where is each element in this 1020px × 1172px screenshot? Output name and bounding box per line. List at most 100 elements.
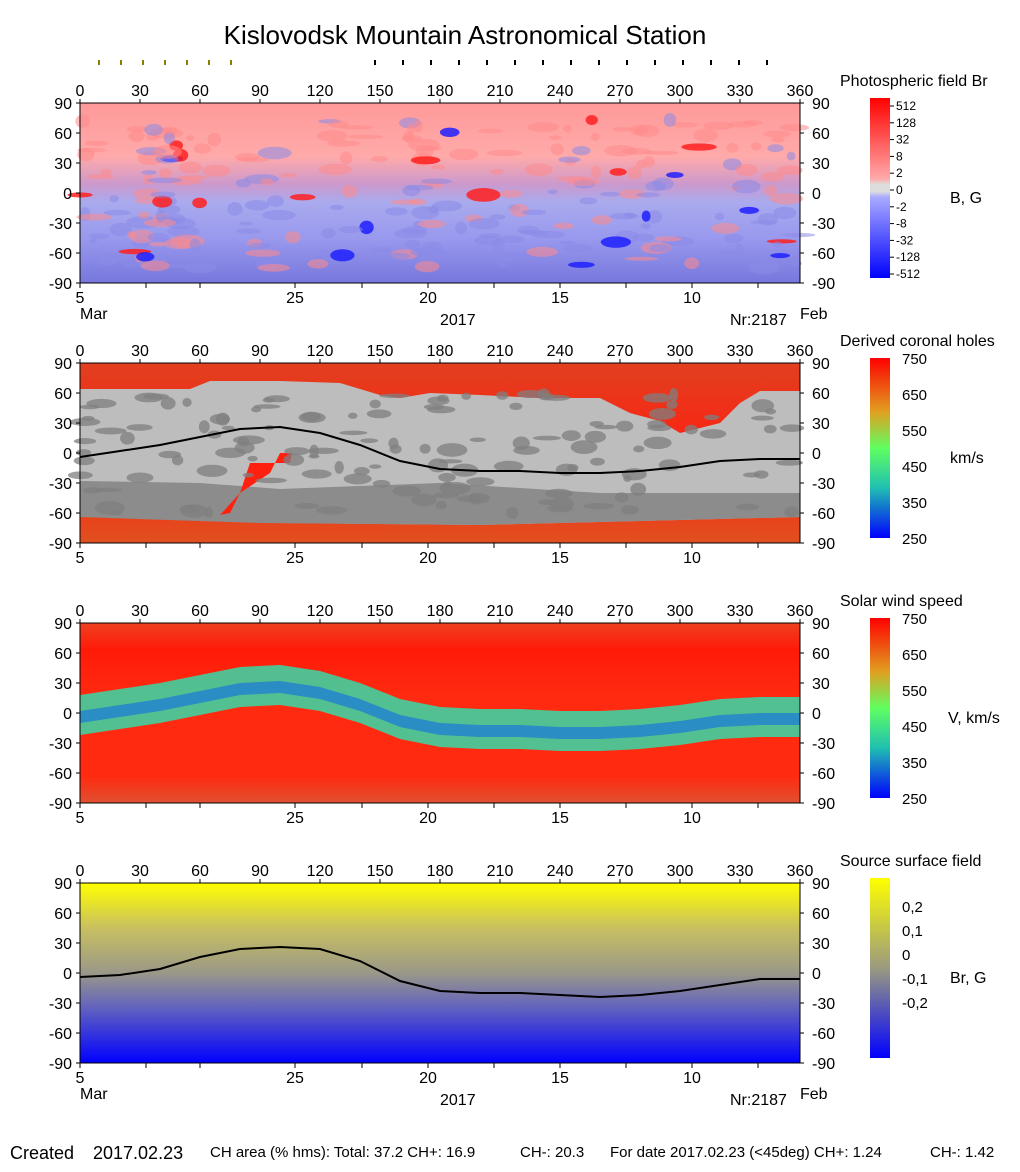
field-patch	[84, 140, 109, 146]
for-date-ch-minus-text: CH-: 1.42	[930, 1144, 995, 1161]
field-patch	[146, 177, 183, 184]
longitude-tick-label: 240	[547, 863, 574, 880]
longitude-tick-label: 240	[547, 603, 574, 620]
unit-label: km/s	[950, 450, 984, 467]
field-patch	[147, 232, 170, 242]
unit-label: V, km/s	[948, 710, 1000, 727]
hole-patch	[461, 392, 471, 400]
colorbar-tick-label: 512	[896, 99, 916, 113]
field-patch	[439, 127, 460, 137]
field-patch	[153, 145, 182, 159]
longitude-tick-label: 60	[191, 603, 209, 620]
field-patch	[415, 145, 434, 157]
field-patch	[499, 189, 523, 198]
colorbar-tick-label: 350	[902, 495, 927, 512]
field-patch	[127, 231, 136, 239]
colorbar-tick-label: 32	[896, 133, 910, 147]
hole-patch	[764, 408, 777, 415]
colorbar-tick-label: -128	[896, 250, 920, 264]
ruler-tick	[186, 60, 188, 65]
colorbar-tick-label: 0,1	[902, 923, 923, 940]
hole-patch	[623, 474, 632, 482]
hole-patch	[180, 504, 208, 518]
field-patch	[711, 222, 740, 234]
field-patch	[97, 254, 129, 263]
hole-patch	[251, 406, 262, 413]
hole-patch	[699, 429, 727, 439]
latitude-tick-label-left: 30	[54, 936, 72, 953]
field-patch	[77, 147, 107, 153]
colorbar-tick-label: 750	[902, 351, 927, 368]
colorbar-tick-label: 650	[902, 647, 927, 664]
field-patch	[510, 203, 529, 217]
longitude-tick-label: 300	[667, 83, 694, 100]
field-patch	[338, 225, 363, 234]
field-patch	[161, 126, 179, 135]
field-patch	[477, 128, 504, 134]
field-patch	[248, 242, 272, 249]
field-patch	[166, 225, 200, 238]
field-patch	[88, 233, 110, 239]
colorbar-tick-label: 8	[896, 149, 903, 163]
ruler-tick	[164, 60, 166, 65]
longitude-tick-label: 180	[427, 863, 454, 880]
field-patch	[468, 217, 500, 230]
field-patch	[327, 140, 361, 147]
field-patch	[75, 114, 91, 128]
hole-patch	[221, 425, 235, 431]
field-patch	[562, 243, 593, 253]
hole-patch	[509, 402, 523, 411]
date-tick-label: 15	[551, 550, 569, 567]
ruler-tick	[374, 60, 376, 65]
field-patch	[489, 214, 506, 220]
ruler-tick	[626, 60, 628, 65]
field-patch	[417, 249, 432, 262]
hole-patch	[642, 393, 672, 403]
hole-patch	[411, 493, 437, 507]
neutral-line	[79, 425, 800, 474]
latitude-tick-label-left: -60	[49, 246, 72, 263]
latitude-tick-label-right: 90	[812, 96, 830, 113]
field-patch	[128, 130, 145, 143]
hole-patch	[633, 445, 645, 453]
hole-patch	[436, 443, 468, 457]
latitude-tick-label-left: 90	[54, 876, 72, 893]
longitude-tick-label: 150	[367, 343, 394, 360]
field-patch	[609, 213, 640, 220]
hole-patch	[493, 460, 524, 472]
longitude-tick-label: 240	[547, 83, 574, 100]
field-patch	[420, 178, 453, 185]
hole-patch	[647, 419, 667, 429]
field-patch	[766, 239, 797, 244]
hole-patch	[82, 487, 103, 494]
longitude-tick-label: 180	[427, 83, 454, 100]
longitude-tick-label: 210	[487, 863, 514, 880]
colorbar-tick-label: 250	[902, 791, 927, 808]
field-patch	[192, 197, 208, 209]
longitude-tick-label: 330	[727, 603, 754, 620]
field-patch	[202, 164, 231, 177]
hole-patch	[621, 505, 639, 515]
field-patch	[684, 257, 700, 270]
field-patch	[149, 241, 166, 247]
latitude-tick-label-left: 30	[54, 156, 72, 173]
field-patch	[550, 143, 564, 156]
hole-patch	[616, 420, 634, 432]
field-patch	[134, 197, 158, 205]
ruler-tick	[142, 60, 144, 65]
field-patch	[731, 179, 761, 194]
latitude-tick-label-right: 30	[812, 676, 830, 693]
field-patch	[663, 113, 677, 127]
field-patch	[621, 148, 652, 155]
field-patch	[600, 191, 621, 197]
longitude-tick-label: 270	[607, 863, 634, 880]
colorbar	[870, 358, 890, 538]
latitude-tick-label-right: -90	[812, 276, 835, 293]
date-tick-label: 25	[286, 810, 304, 827]
hole-patch	[392, 485, 422, 497]
latitude-tick-label-right: 60	[812, 906, 830, 923]
unit-label: Br, G	[950, 970, 986, 987]
field-patch	[186, 135, 195, 142]
field-patch	[455, 221, 468, 235]
field-patch	[770, 252, 791, 259]
